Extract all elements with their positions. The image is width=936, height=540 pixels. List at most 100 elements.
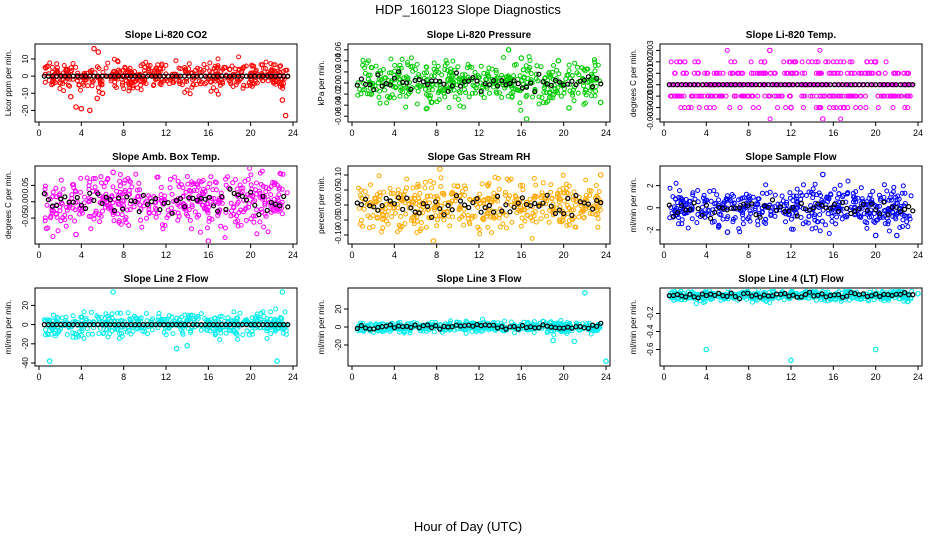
data-point [828,296,834,302]
outlier-point [68,93,74,100]
data-point [460,188,465,194]
data-point [484,211,490,216]
data-point [740,70,746,76]
mean-point [202,196,208,202]
data-point [132,315,138,321]
mean-point [354,325,360,332]
data-point [844,70,850,76]
data-point [817,212,823,218]
mean-point [54,202,60,209]
outlier-point [173,345,180,352]
data-point [759,70,765,76]
mean-point [573,192,579,199]
data-point [146,66,152,72]
mean-point [503,326,509,332]
mean-point [358,323,364,329]
mean-point [387,322,393,328]
data-point [851,194,856,200]
x-tick-label: 4 [704,372,709,382]
data-point [64,207,70,213]
data-point [461,104,467,110]
mean-point [445,202,451,209]
data-point [70,61,76,66]
data-point [42,215,48,221]
data-point [73,189,79,195]
data-point [424,70,430,76]
data-point [834,214,840,220]
data-point [197,229,203,235]
data-point [99,180,104,186]
data-point [189,226,194,232]
mean-point [544,192,550,198]
data-point [385,208,391,214]
data-point [249,328,255,334]
data-point [441,210,447,215]
data-point [589,93,594,99]
data-point [806,213,812,219]
data-point [507,193,512,199]
data-point [111,218,117,224]
data-point [53,211,59,217]
data-point [103,319,109,325]
data-point [184,174,190,179]
mean-point [62,194,68,200]
data-point [273,306,279,312]
data-point [399,198,405,204]
outlier-point [91,45,97,52]
mean-point [778,204,784,210]
data-point [50,189,56,195]
data-point [808,190,814,196]
data-point [127,179,133,185]
y-tick-label: -0.10 [334,225,343,244]
data-point [358,217,364,223]
data-point [547,207,553,213]
data-point [247,82,253,88]
mean-point [449,324,455,330]
mean-point [466,204,472,211]
data-point [235,223,241,229]
data-point [228,200,234,206]
mean-point [420,79,426,85]
mean-point [70,73,76,79]
data-point [829,218,835,224]
mean-point [285,204,291,210]
mean-point [728,290,734,296]
data-point [122,325,128,331]
data-point [581,208,587,214]
data-point [593,88,599,94]
data-point [457,90,463,96]
x-tick-label: 16 [203,128,213,138]
data-point [133,171,139,177]
mean-point [78,202,85,208]
mean-point [354,82,360,88]
data-point [398,88,404,93]
mean-point [87,190,93,196]
data-point [808,93,814,99]
x-tick-label: 24 [288,372,298,382]
data-point [538,64,544,70]
mean-point [674,291,681,298]
data-point [70,313,76,319]
data-point [168,205,174,211]
mean-point [852,208,858,214]
data-point [437,86,443,92]
x-tick-label: 16 [516,250,526,260]
data-point [88,214,94,220]
data-point [370,213,376,218]
data-point [858,185,864,191]
x-tick-label: 12 [474,250,484,260]
data-point [50,234,56,239]
data-point [261,313,267,319]
data-point [388,190,394,196]
data-point [445,213,451,219]
mean-point [277,203,283,209]
mean-point [404,80,410,86]
mean-point [910,292,916,298]
data-point [88,226,94,232]
mean-point [272,201,278,207]
data-point [776,93,782,99]
data-point [834,59,840,65]
data-point [741,195,747,201]
